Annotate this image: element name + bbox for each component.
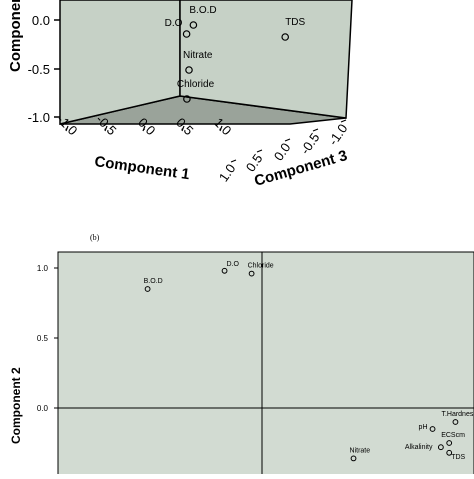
point-label: TDS <box>285 17 305 28</box>
point-marker <box>144 286 151 292</box>
point-marker <box>248 270 255 277</box>
y-tick-mark <box>256 149 263 153</box>
y-tick-mark <box>284 138 291 142</box>
points-2d: B.O.D D.O Chloride T.Hardness pH ECScm Alkalin… <box>144 261 474 462</box>
point-label: B.O.D <box>189 5 216 16</box>
point-label: pH <box>419 424 428 431</box>
points-3d: B.O.D D.O Nitrate Chloride TDS <box>165 5 306 103</box>
y-tick-label: -1.0 <box>325 121 350 148</box>
point-marker <box>281 33 290 41</box>
panel-b-label: (b) <box>90 233 100 242</box>
y-tick-mark <box>230 159 237 163</box>
x-tick-mark <box>65 125 69 132</box>
z-tick-label: -1.0 <box>28 110 50 125</box>
point-label: Nitrate <box>350 447 371 454</box>
point-marker <box>452 419 459 425</box>
point-marker <box>437 444 444 451</box>
y-tick-label: -0.5 <box>297 130 322 157</box>
y-tick-label: 0.0 <box>271 140 294 163</box>
point-label: ECScm <box>441 432 465 439</box>
y-tick-label: 1.0 <box>216 161 239 184</box>
y-tick-mark <box>340 119 347 123</box>
point-marker <box>189 21 198 29</box>
x-axis-title: Component 1 <box>93 153 190 183</box>
y-tick-label: 0.5 <box>37 334 49 343</box>
point-label: D.O <box>227 261 240 268</box>
point-marker <box>350 455 357 462</box>
point-label: TDS <box>451 454 465 461</box>
point-label: B.O.D <box>144 278 163 285</box>
x-tick-mark <box>181 125 185 132</box>
point-marker <box>446 449 453 456</box>
panel-a-3d-plot: 0.0 -0.5 -1.0 Componen -1.0 -0.5 0.0 0.5… <box>7 0 353 190</box>
point-label: T.Hardness <box>441 411 474 418</box>
y-axis-title: Component 3 <box>252 147 349 190</box>
plot-area <box>57 251 474 479</box>
back-wall <box>179 0 353 119</box>
point-marker <box>183 95 191 103</box>
point-marker <box>429 426 436 432</box>
x-tick-mark <box>219 125 223 132</box>
point-marker <box>446 440 453 446</box>
y-tick-label: 0.0 <box>37 404 49 413</box>
z-tick-label: 0.0 <box>32 13 50 28</box>
y-tick-mark <box>312 128 319 132</box>
point-marker <box>182 30 191 38</box>
point-label: D.O <box>165 18 183 29</box>
point-label: Alkalinity <box>405 444 433 451</box>
y-tick-label: 1.0 <box>37 264 49 273</box>
panel-b-2d-plot: (b) 1.0 0.5 0.0 Component 2 B.O.D D.O Chlo… <box>9 233 474 479</box>
y-axis-title: Component 2 <box>9 367 23 444</box>
z-tick-label: -0.5 <box>28 62 50 77</box>
point-label: Chloride <box>177 79 215 90</box>
x-tick-mark <box>142 125 146 132</box>
point-marker <box>221 267 228 274</box>
point-label: Chloride <box>248 263 274 270</box>
z-axis-title: Componen <box>7 0 24 72</box>
point-label: Nitrate <box>183 50 213 61</box>
point-marker <box>185 66 193 74</box>
x-tick-mark <box>104 125 108 132</box>
